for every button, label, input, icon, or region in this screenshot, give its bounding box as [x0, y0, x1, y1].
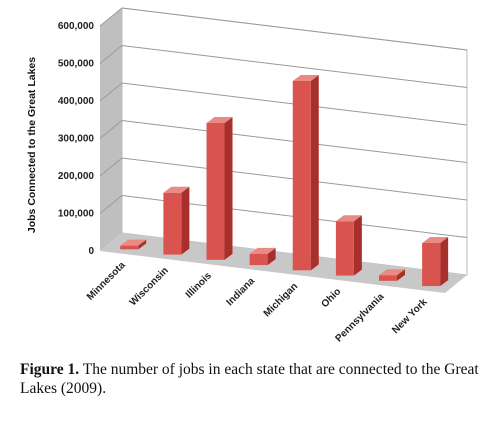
- x-tick-label: Wisconsin: [128, 265, 171, 308]
- bar-top: [379, 269, 406, 276]
- caption-text: The number of jobs in each state that ar…: [20, 361, 479, 397]
- gridline: [99, 44, 468, 88]
- bar-top: [249, 247, 276, 254]
- bar-top: [292, 74, 319, 81]
- bar-side: [397, 269, 406, 281]
- gridline: [99, 7, 468, 51]
- bar: [379, 269, 406, 281]
- bar-top: [163, 186, 190, 193]
- bar-side: [181, 186, 190, 255]
- caption-label: Figure 1.: [20, 361, 80, 378]
- bar-top: [120, 239, 147, 246]
- x-tick-label: Ohio: [319, 286, 343, 310]
- bar-front: [249, 253, 268, 266]
- bar-top: [206, 116, 233, 123]
- gridline: [99, 157, 468, 201]
- y-axis-label: Jobs Connected to the Great Lakes: [26, 57, 38, 233]
- y-tick-label: 500,000: [58, 59, 95, 70]
- y-tick-label: 400,000: [58, 96, 95, 107]
- x-tick-label: Pennsylvania: [333, 291, 386, 344]
- bar-side: [267, 247, 276, 266]
- bar: [249, 247, 276, 266]
- x-tick-label: Indiana: [225, 275, 258, 308]
- floor: [100, 233, 467, 293]
- bar: [206, 116, 233, 260]
- bar-front: [163, 192, 182, 255]
- bar-side: [138, 239, 147, 250]
- bar-front: [379, 275, 398, 281]
- bar: [120, 239, 147, 250]
- bar-front: [422, 242, 441, 287]
- bar-front: [335, 221, 354, 276]
- y-tick-label: 200,000: [58, 171, 95, 182]
- gridline: [99, 82, 468, 126]
- bar: [163, 186, 190, 255]
- y-tick-label: 100,000: [58, 209, 95, 220]
- y-tick-label: 600,000: [58, 21, 95, 32]
- bar-side: [310, 74, 319, 271]
- bar-front: [206, 122, 225, 260]
- y-tick-label: 0: [88, 246, 94, 257]
- x-tick-label: Michigan: [262, 281, 300, 319]
- bar-side: [440, 236, 449, 287]
- bar-side: [224, 116, 233, 260]
- x-tick-label: Minnesota: [85, 260, 128, 303]
- x-tick-label: Illinois: [184, 270, 214, 300]
- bar: [335, 215, 362, 276]
- bar-top: [422, 236, 449, 243]
- figure-caption: Figure 1. The number of jobs in each sta…: [20, 360, 480, 398]
- bar-front: [292, 80, 311, 271]
- y-tick-label: 300,000: [58, 134, 95, 145]
- bar-front: [120, 245, 139, 250]
- bar: [422, 236, 449, 287]
- x-tick-label: New York: [390, 296, 430, 336]
- gridline: [99, 119, 468, 163]
- bar-top: [335, 215, 362, 222]
- bar-chart: 0 100,000 200,000 300,000 400,000 500,000 600,…: [26, 7, 468, 344]
- bar: [292, 74, 319, 271]
- bar-side: [353, 215, 362, 276]
